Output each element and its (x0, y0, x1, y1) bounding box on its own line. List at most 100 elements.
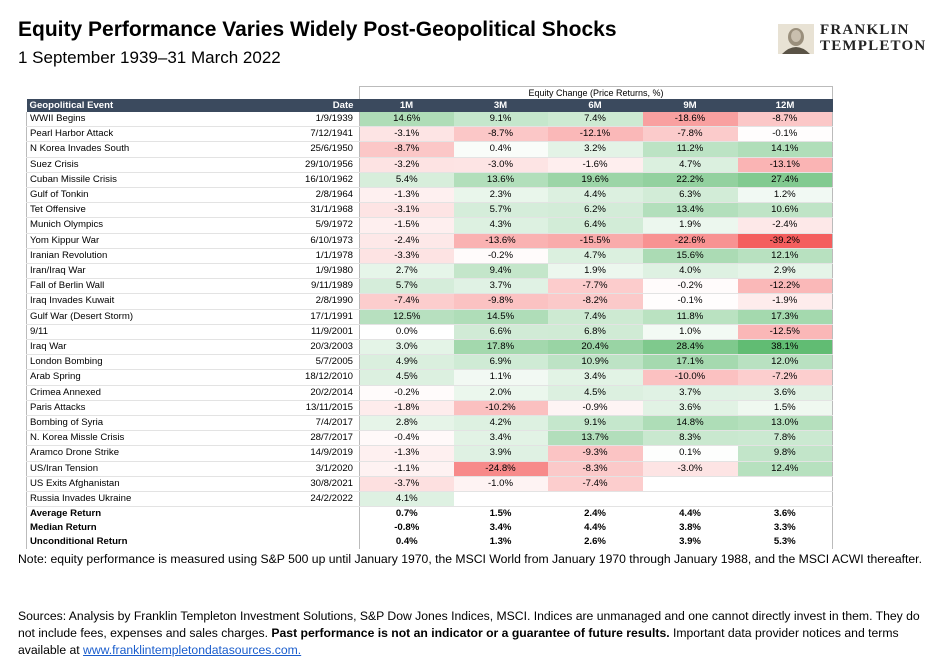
return-cell: -12.1% (547, 126, 643, 143)
return-cell: 13.6% (453, 172, 548, 189)
return-cell: 9.1% (453, 112, 548, 128)
return-cell: 3.9% (453, 445, 548, 462)
sources-text: Sources: Analysis by Franklin Templeton … (18, 608, 923, 659)
return-cell: -3.1% (359, 202, 454, 219)
page-subtitle: 1 September 1939–31 March 2022 (18, 48, 281, 67)
date-cell (191, 506, 360, 522)
event-cell: Suez Crisis (26, 157, 192, 173)
return-cell: 1.1% (453, 369, 548, 386)
return-cell: 10.9% (547, 354, 643, 371)
date-cell: 2/8/1990 (191, 293, 360, 310)
date-cell: 11/9/2001 (191, 324, 360, 341)
event-cell: Pearl Harbor Attack (26, 126, 192, 143)
return-cell: 4.2% (453, 415, 548, 432)
return-cell: 4.3% (453, 217, 548, 234)
return-cell: -0.2% (359, 385, 454, 401)
return-cell: 0.7% (359, 506, 454, 522)
equity-change-group-label: Equity Change (Price Returns, %) (358, 86, 834, 99)
return-cell: 8.3% (642, 430, 738, 447)
return-cell: -3.7% (359, 476, 454, 493)
return-cell: 3.3% (737, 521, 834, 536)
return-cell: 5.4% (359, 172, 454, 189)
event-cell: Cuban Missile Crisis (26, 172, 192, 189)
event-cell: Russia Invades Ukraine (26, 491, 192, 508)
return-cell: 6.8% (547, 324, 643, 341)
return-cell: 4.5% (547, 385, 643, 401)
return-cell (642, 476, 738, 493)
table-row: Russia Invades Ukraine 24/2/2022 4.1% (26, 491, 834, 508)
return-cell: -7.8% (642, 126, 738, 143)
date-cell: 7/4/2017 (191, 415, 360, 432)
return-cell: -22.6% (642, 233, 738, 249)
date-cell: 14/9/2019 (191, 445, 360, 462)
return-cell: 14.8% (642, 415, 738, 432)
column-header: 9M (642, 99, 738, 112)
return-cell: -3.0% (453, 157, 548, 173)
return-cell: -8.7% (453, 126, 548, 143)
table-row: Iran/Iraq War 1/9/1980 2.7% 9.4% 1.9% 4.0% 2.9… (26, 263, 834, 280)
return-cell: 11.8% (642, 309, 738, 325)
table-row: Cuban Missile Crisis 16/10/1962 5.4% 13.6% 1… (26, 172, 834, 189)
return-cell: 3.6% (642, 400, 738, 417)
return-cell: 4.7% (642, 157, 738, 173)
event-cell: Unconditional Return (26, 535, 192, 550)
return-cell: 6.9% (453, 354, 548, 371)
return-cell: 7.4% (547, 309, 643, 325)
data-sources-link[interactable]: www.franklintempletondatasources.com. (83, 643, 302, 657)
event-cell: US/Iran Tension (26, 461, 192, 477)
return-cell: 1.9% (642, 217, 738, 234)
return-cell: -2.4% (737, 217, 834, 234)
return-cell (737, 491, 834, 508)
return-cell: -24.8% (453, 461, 548, 477)
return-cell: 3.0% (359, 339, 454, 356)
equity-performance-table: Equity Change (Price Returns, %) Geopoli… (26, 86, 834, 550)
return-cell: 4.4% (584, 522, 606, 534)
table-row: Iranian Revolution 1/1/1978 -3.3% -0.2% 4.7%… (26, 248, 834, 265)
return-cell: -1.5% (359, 217, 454, 234)
event-cell: Median Return (26, 521, 192, 536)
return-cell: 12.1% (737, 248, 834, 265)
event-cell: US Exits Afghanistan (26, 476, 192, 493)
date-cell: 6/10/1973 (191, 233, 360, 249)
event-cell: 9/11 (26, 324, 192, 341)
table-row: Iraq Invades Kuwait 2/8/1990 -7.4% -9.8% -8.… (26, 293, 834, 310)
return-cell: 3.4% (547, 369, 643, 386)
return-cell: -9.8% (453, 293, 548, 310)
table-row: Crimea Annexed 20/2/2014 -0.2% 2.0% 4.5% 3.7%… (26, 385, 834, 401)
return-cell: 1.5% (453, 506, 548, 522)
return-cell: 6.2% (547, 202, 643, 219)
return-cell: 13.7% (547, 430, 643, 447)
event-cell: Munich Olympics (26, 217, 192, 234)
return-cell: 6.4% (547, 217, 643, 234)
date-cell: 17/1/1991 (191, 309, 360, 325)
return-cell: 6.6% (453, 324, 548, 341)
table-row: Aramco Drone Strike 14/9/2019 -1.3% 3.9% -9.… (26, 445, 834, 462)
return-cell: 4.4% (547, 187, 643, 204)
event-cell: London Bombing (26, 354, 192, 371)
date-cell: 20/3/2003 (191, 339, 360, 356)
return-cell: 1.2% (737, 187, 834, 204)
return-cell: -1.3% (359, 445, 454, 462)
return-cell: 7.8% (737, 430, 834, 447)
return-cell: 4.0% (642, 263, 738, 280)
table-row: Gulf of Tonkin 2/8/1964 -1.3% 2.3% 4.4% 6.3% 1… (26, 187, 834, 204)
return-cell: -3.1% (359, 126, 454, 143)
return-cell: -1.9% (737, 293, 834, 310)
table-row: London Bombing 5/7/2005 4.9% 6.9% 10.9% 17.1%… (26, 354, 834, 371)
date-cell: 1/9/1980 (191, 263, 360, 280)
event-cell: Tet Offensive (26, 202, 192, 219)
table-row: Tet Offensive 31/1/1968 -3.1% 5.7% 6.2% 13.4%… (26, 202, 834, 219)
column-header: 3M (453, 99, 548, 112)
return-cell: -1.1% (359, 461, 454, 477)
return-cell: -3.3% (359, 248, 454, 265)
return-cell: -13.1% (737, 157, 834, 173)
event-cell: Crimea Annexed (26, 385, 192, 401)
table-row: N. Korea Missle Crisis 28/7/2017 -0.4% 3.4%… (26, 430, 834, 447)
franklin-portrait-icon (778, 24, 814, 54)
return-cell: 9.8% (737, 445, 834, 462)
return-cell: 2.7% (359, 263, 454, 280)
return-cell: 1.0% (642, 324, 738, 341)
return-cell: 22.2% (642, 172, 738, 189)
date-cell: 30/8/2021 (191, 476, 360, 493)
table-row: US/Iran Tension 3/1/2020 -1.1% -24.8% -8.3% -… (26, 461, 834, 477)
